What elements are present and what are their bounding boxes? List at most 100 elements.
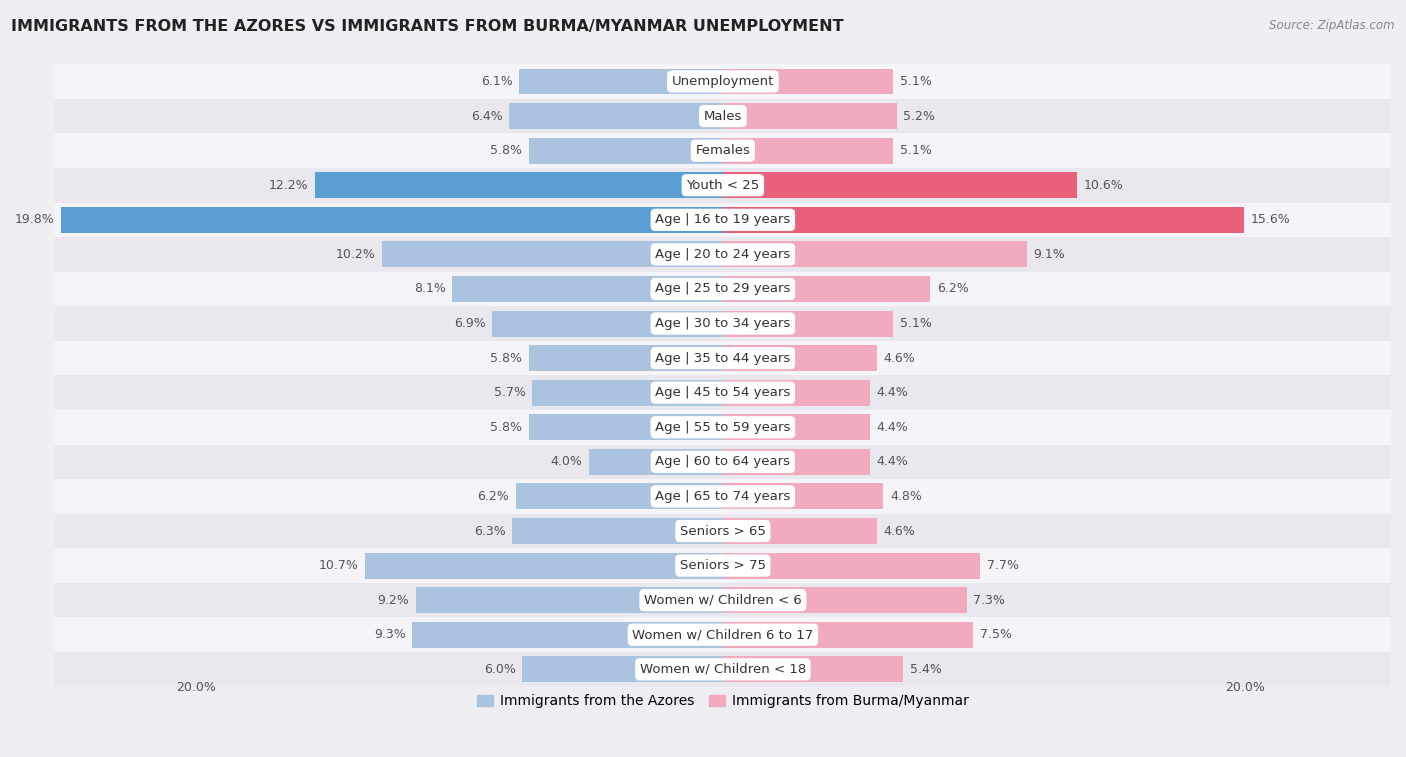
Bar [55, 307, 1391, 341]
Text: Unemployment: Unemployment [672, 75, 775, 88]
Text: Source: ZipAtlas.com: Source: ZipAtlas.com [1270, 19, 1395, 32]
Text: Males: Males [703, 110, 742, 123]
Text: Women w/ Children 6 to 17: Women w/ Children 6 to 17 [633, 628, 814, 641]
Bar [723, 414, 870, 441]
Bar [723, 310, 893, 337]
Text: 20.0%: 20.0% [1226, 681, 1265, 694]
Bar [55, 444, 1391, 479]
Bar [315, 173, 723, 198]
Bar [55, 375, 1391, 410]
Bar [723, 621, 973, 648]
Text: Women w/ Children < 6: Women w/ Children < 6 [644, 593, 801, 606]
Bar [723, 380, 870, 406]
Text: Age | 35 to 44 years: Age | 35 to 44 years [655, 351, 790, 365]
Bar [533, 380, 723, 406]
Text: Age | 60 to 64 years: Age | 60 to 64 years [655, 456, 790, 469]
Text: Age | 16 to 19 years: Age | 16 to 19 years [655, 213, 790, 226]
Text: 5.8%: 5.8% [491, 144, 523, 157]
Bar [453, 276, 723, 302]
Bar [55, 98, 1391, 133]
Text: 5.1%: 5.1% [900, 317, 932, 330]
Bar [55, 272, 1391, 307]
Text: 4.4%: 4.4% [876, 456, 908, 469]
Bar [589, 449, 723, 475]
Bar [723, 241, 1026, 267]
Bar [509, 103, 723, 129]
Text: 8.1%: 8.1% [413, 282, 446, 295]
Text: Seniors > 75: Seniors > 75 [681, 559, 766, 572]
Text: 6.2%: 6.2% [477, 490, 509, 503]
Bar [723, 449, 870, 475]
Text: 7.7%: 7.7% [987, 559, 1019, 572]
Bar [412, 621, 723, 648]
Bar [723, 587, 967, 613]
Bar [382, 241, 723, 267]
Bar [723, 276, 929, 302]
Text: Women w/ Children < 18: Women w/ Children < 18 [640, 663, 806, 676]
Bar [55, 341, 1391, 375]
Text: 19.8%: 19.8% [15, 213, 55, 226]
Text: 6.9%: 6.9% [454, 317, 485, 330]
Text: 4.6%: 4.6% [883, 351, 915, 365]
Bar [723, 69, 893, 95]
Bar [366, 553, 723, 578]
Bar [723, 207, 1244, 232]
Text: 4.4%: 4.4% [876, 386, 908, 399]
Text: 4.0%: 4.0% [551, 456, 582, 469]
Bar [519, 69, 723, 95]
Text: 10.2%: 10.2% [336, 248, 375, 261]
Bar [55, 652, 1391, 687]
Text: 5.4%: 5.4% [910, 663, 942, 676]
Text: Age | 30 to 34 years: Age | 30 to 34 years [655, 317, 790, 330]
Text: 10.6%: 10.6% [1084, 179, 1123, 192]
Bar [723, 484, 883, 509]
Text: 4.8%: 4.8% [890, 490, 922, 503]
Bar [512, 518, 723, 544]
Text: 6.4%: 6.4% [471, 110, 502, 123]
Bar [55, 203, 1391, 237]
Legend: Immigrants from the Azores, Immigrants from Burma/Myanmar: Immigrants from the Azores, Immigrants f… [471, 689, 974, 714]
Bar [723, 103, 897, 129]
Text: 5.8%: 5.8% [491, 351, 523, 365]
Text: 10.7%: 10.7% [319, 559, 359, 572]
Bar [55, 168, 1391, 203]
Text: 5.1%: 5.1% [900, 144, 932, 157]
Bar [723, 553, 980, 578]
Text: 9.1%: 9.1% [1033, 248, 1066, 261]
Text: 20.0%: 20.0% [176, 681, 215, 694]
Text: 12.2%: 12.2% [269, 179, 309, 192]
Bar [723, 138, 893, 164]
Text: 6.0%: 6.0% [484, 663, 516, 676]
Text: 6.1%: 6.1% [481, 75, 512, 88]
Bar [55, 479, 1391, 514]
Text: Seniors > 65: Seniors > 65 [681, 525, 766, 537]
Bar [416, 587, 723, 613]
Text: 4.4%: 4.4% [876, 421, 908, 434]
Bar [62, 207, 723, 232]
Bar [55, 548, 1391, 583]
Text: Females: Females [696, 144, 751, 157]
Text: 9.2%: 9.2% [377, 593, 409, 606]
Bar [723, 173, 1077, 198]
Bar [492, 310, 723, 337]
Text: 9.3%: 9.3% [374, 628, 405, 641]
Text: 5.8%: 5.8% [491, 421, 523, 434]
Text: 6.3%: 6.3% [474, 525, 506, 537]
Text: Age | 25 to 29 years: Age | 25 to 29 years [655, 282, 790, 295]
Text: 6.2%: 6.2% [936, 282, 969, 295]
Text: Age | 20 to 24 years: Age | 20 to 24 years [655, 248, 790, 261]
Bar [529, 345, 723, 371]
Bar [723, 518, 876, 544]
Bar [55, 410, 1391, 444]
Text: 5.7%: 5.7% [494, 386, 526, 399]
Bar [55, 64, 1391, 98]
Bar [723, 345, 876, 371]
Text: 7.3%: 7.3% [973, 593, 1005, 606]
Bar [55, 133, 1391, 168]
Bar [529, 414, 723, 441]
Bar [516, 484, 723, 509]
Bar [529, 138, 723, 164]
Text: Youth < 25: Youth < 25 [686, 179, 759, 192]
Text: 4.6%: 4.6% [883, 525, 915, 537]
Text: Age | 65 to 74 years: Age | 65 to 74 years [655, 490, 790, 503]
